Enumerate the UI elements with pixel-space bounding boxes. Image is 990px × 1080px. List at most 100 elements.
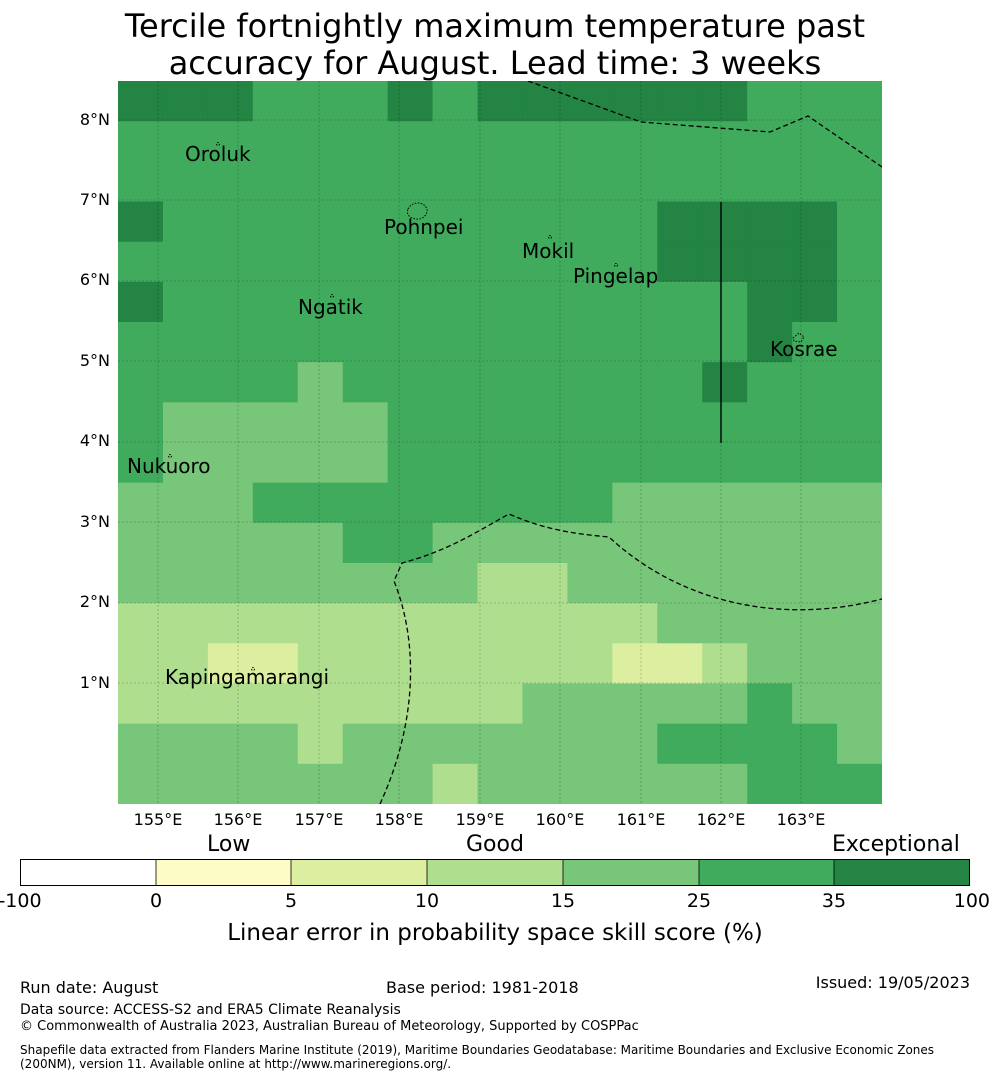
skill-cell	[747, 442, 793, 484]
skill-cell	[747, 643, 793, 685]
skill-cell	[342, 683, 389, 725]
skill-cell	[522, 763, 569, 804]
skill-cell	[252, 603, 299, 644]
skill-cell	[612, 201, 658, 243]
skill-cell	[792, 563, 838, 604]
skill-cell	[567, 643, 613, 685]
mokil-atoll-outline	[548, 235, 552, 239]
skill-cell	[118, 281, 164, 323]
skill-cell	[792, 643, 838, 685]
copyright-notice: © Commonwealth of Australia 2023, Austra…	[20, 1019, 639, 1034]
skill-cell	[162, 161, 209, 203]
skill-cell	[207, 402, 254, 444]
skill-cell	[522, 362, 569, 403]
skill-cell	[747, 322, 793, 363]
skill-cell	[252, 683, 299, 725]
skill-cell	[702, 763, 748, 804]
skill-cell	[252, 723, 299, 765]
skill-cell	[747, 81, 793, 122]
skill-cell	[792, 603, 838, 644]
skill-cell	[387, 241, 434, 283]
colorbar-bin-3	[291, 859, 427, 886]
skill-cell	[118, 402, 164, 444]
data-source: Data source: ACCESS-S2 and ERA5 Climate …	[20, 1002, 401, 1018]
skill-cell	[657, 402, 703, 444]
skill-cell	[612, 402, 658, 444]
skill-cell	[387, 281, 434, 323]
skill-cell	[252, 322, 299, 363]
eez-boundaries	[379, 81, 882, 804]
skill-cell	[252, 563, 299, 604]
skill-cell	[522, 603, 569, 644]
colorbar-dividers	[155, 859, 835, 886]
skill-cell	[162, 121, 209, 162]
lat-label-2n: 2°N	[79, 592, 110, 611]
skill-cell	[612, 683, 658, 725]
skill-cell	[252, 81, 299, 122]
skill-cell	[522, 563, 569, 604]
base-period: Base period: 1981-2018	[386, 978, 579, 997]
skill-cell	[118, 643, 164, 685]
skill-cell	[567, 442, 613, 484]
skill-cell	[342, 81, 389, 122]
colorbar-tick-15: 15	[550, 890, 576, 912]
skill-cell	[252, 482, 299, 524]
skill-cell	[342, 402, 389, 444]
colorbar-bin-5	[563, 859, 699, 886]
skill-cell	[387, 201, 434, 243]
skill-cell	[612, 522, 658, 564]
skill-cell	[657, 683, 703, 725]
skill-cell	[477, 241, 524, 283]
skill-cell	[342, 482, 389, 524]
skill-cell	[837, 281, 882, 323]
skill-cell	[432, 723, 479, 765]
skill-cell	[118, 603, 164, 644]
skill-cell	[657, 241, 703, 283]
skill-cell	[432, 362, 479, 403]
skill-cell	[432, 643, 479, 685]
lon-label-158e: 158°E	[374, 810, 424, 829]
skill-cell	[567, 482, 613, 524]
skill-cell	[747, 723, 793, 765]
place-label-kapingamarangi: Kapingamarangi	[165, 665, 329, 689]
skill-cell	[162, 563, 209, 604]
skill-cell	[297, 563, 344, 604]
skill-cell	[702, 643, 748, 685]
skill-cell	[297, 723, 344, 765]
skill-cell	[567, 322, 613, 363]
skill-cell	[567, 563, 613, 604]
skill-cell	[702, 522, 748, 564]
skill-cell	[207, 482, 254, 524]
place-label-ngatik: Ngatik	[298, 295, 363, 319]
skill-cell	[702, 241, 748, 283]
lat-label-4n: 4°N	[79, 431, 110, 450]
skill-cell	[702, 161, 748, 203]
skill-cell	[477, 362, 524, 403]
skill-cell	[297, 322, 344, 363]
skill-cell	[432, 683, 479, 725]
skill-cell	[297, 241, 344, 283]
skill-cell	[747, 683, 793, 725]
skill-cell	[837, 522, 882, 564]
skill-cell	[118, 522, 164, 564]
colorbar-bin-1	[20, 859, 156, 886]
skill-cell	[837, 121, 882, 162]
skill-cell	[432, 603, 479, 644]
skill-cell	[837, 763, 882, 804]
skill-cell	[297, 281, 344, 323]
skill-cell	[522, 723, 569, 765]
skill-cell	[567, 402, 613, 444]
skill-cell	[612, 723, 658, 765]
skill-cell	[342, 442, 389, 484]
lat-label-1n: 1°N	[79, 673, 110, 692]
skill-cell	[297, 683, 344, 725]
skill-cell	[702, 482, 748, 524]
skill-cell	[837, 362, 882, 403]
skill-cell	[342, 643, 389, 685]
skill-cell	[252, 522, 299, 564]
skill-cell	[207, 603, 254, 644]
skill-cell	[567, 201, 613, 243]
colorbar-tick-100: 100	[953, 890, 990, 912]
shapefile-credit-line-1: Shapefile data extracted from Flanders M…	[20, 1043, 935, 1057]
skill-cell	[612, 603, 658, 644]
